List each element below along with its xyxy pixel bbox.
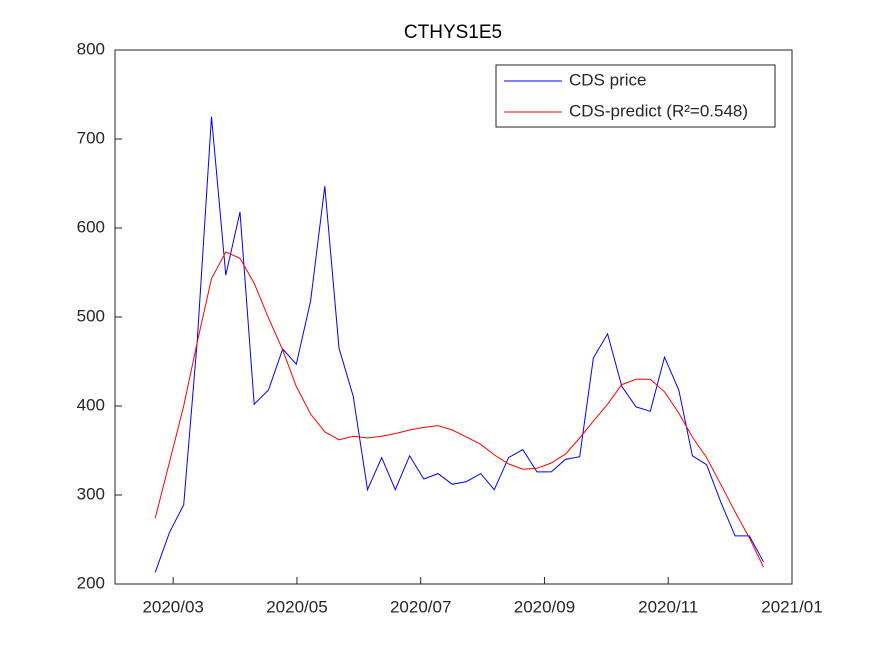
legend-label: CDS price [569,70,646,89]
legend-label: CDS-predict (R²=0.548) [569,101,748,120]
x-tick-label: 2020/09 [514,597,575,616]
x-tick-label: 2020/05 [266,597,327,616]
x-tick-label: 2020/07 [390,597,451,616]
y-tick-label: 800 [77,39,105,58]
series-line [154,116,764,573]
y-tick-label: 600 [77,217,105,236]
y-tick-label: 400 [77,395,105,414]
series-line [154,251,764,568]
y-tick-label: 300 [77,484,105,503]
y-tick-label: 200 [77,573,105,592]
x-tick-label: 2020/11 [638,597,698,616]
x-tick-label: 2021/01 [761,597,822,616]
y-tick-label: 500 [77,306,105,325]
chart-title: CTHYS1E5 [404,22,502,43]
x-tick-label: 2020/03 [142,597,203,616]
axes-box [114,49,793,585]
y-tick-label: 700 [77,128,105,147]
legend-box [495,64,776,128]
